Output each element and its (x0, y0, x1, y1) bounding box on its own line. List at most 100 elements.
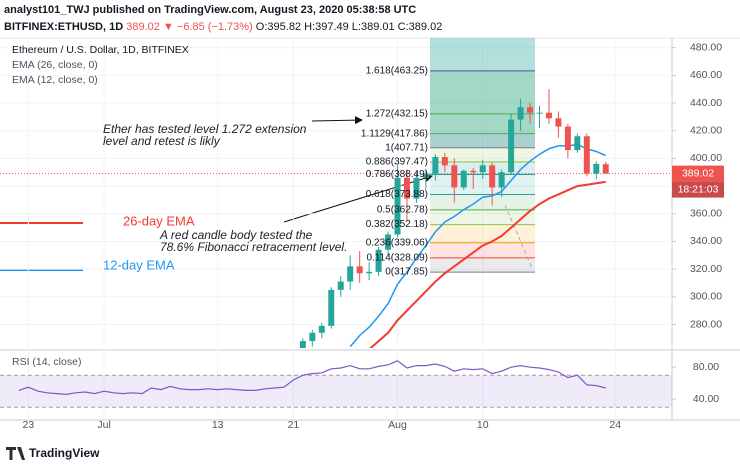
candle-body (489, 165, 496, 188)
candle-body (299, 341, 306, 348)
legend-title: Ethereum / U.S. Dollar, 1D, BITFINEX (12, 44, 189, 56)
candle-body (460, 170, 467, 188)
ema-line (369, 180, 606, 348)
candle-body (602, 164, 609, 174)
legend-entry: EMA (26, close, 0) (12, 59, 98, 71)
x-tick-label: 13 (212, 419, 224, 431)
x-tick-label: 10 (477, 419, 489, 431)
rsi-band (0, 375, 672, 408)
fib-label: 1(407.71) (385, 142, 428, 153)
logo (6, 447, 25, 460)
candle-body (403, 177, 410, 199)
annotation: 12-day EMA (103, 257, 175, 272)
candle-body (498, 172, 505, 188)
candle-body (508, 119, 515, 173)
countdown-tag (672, 181, 724, 198)
candle-body (432, 157, 439, 174)
candle-body (337, 281, 344, 290)
fib-band (430, 242, 535, 258)
fib-label: 0.886(397.47) (366, 157, 428, 168)
annotation: level and retest is likly (103, 134, 221, 148)
candle-body (527, 107, 534, 113)
candle-body (441, 157, 448, 166)
price-tag-label: 389.02 (682, 167, 714, 179)
fib-label: 0.382(352.18) (366, 219, 428, 230)
fib-label: 0.5(362.78) (377, 205, 428, 216)
rsi-title: RSI (14, close) (12, 356, 81, 368)
candle-body (318, 325, 325, 333)
candle-body (545, 112, 552, 119)
fib-label: 0.236(339.06) (366, 237, 428, 248)
footer-brand: TradingView (29, 446, 100, 460)
y-tick-label: 320.00 (690, 263, 722, 275)
fib-label: 0.786(388.49) (366, 169, 428, 180)
x-tick-label: 23 (23, 419, 35, 431)
candle-body (536, 112, 543, 114)
y-tick-label: 420.00 (690, 125, 722, 137)
x-tick-label: Aug (388, 419, 407, 431)
fib-label: 1.272(432.15) (366, 109, 428, 120)
y-tick-label: 280.00 (690, 318, 722, 330)
annotation: A red candle body tested the (159, 228, 313, 242)
fib-band (430, 70, 535, 114)
candle-body (564, 126, 571, 151)
annotation: 26-day EMA (123, 213, 195, 228)
candle-body (451, 165, 458, 188)
ohlc: O:395.82 H:397.49 L:389.01 C:389.02 (256, 21, 443, 33)
candle-body (394, 177, 401, 235)
rsi-pane (0, 360, 672, 408)
publisher: analyst101_TWJ published on TradingView.… (4, 4, 416, 16)
candle-body (309, 332, 316, 342)
y-tick-label: 300.00 (690, 291, 722, 303)
y-tick-label: 80.00 (693, 361, 719, 373)
price-tag (672, 165, 724, 182)
change: 389.02 ▼ −6.85 (−1.73%) (126, 21, 252, 33)
y-tick-label: 360.00 (690, 208, 722, 220)
candle-body (479, 165, 486, 173)
symbol: BITFINEX:ETHUSD, 1D (4, 21, 123, 33)
rsi-line (18, 360, 606, 396)
candle-body (574, 136, 581, 151)
candle-body (356, 266, 363, 274)
x-tick-label: Jul (97, 419, 110, 431)
candle-body (413, 177, 420, 199)
y-tick-label: 340.00 (690, 235, 722, 247)
y-tick-label: 40.00 (693, 393, 719, 405)
candle-body (555, 118, 562, 127)
x-tick-label: 24 (609, 419, 621, 431)
dashed-path (504, 204, 533, 269)
ema-line (349, 143, 606, 348)
fib-label: 1.618(463.25) (366, 66, 428, 77)
candle-body (347, 266, 354, 282)
candle-body (422, 173, 429, 178)
y-tick-label: 400.00 (690, 152, 722, 164)
candle-body (517, 107, 524, 120)
fib-label: 0.618(373.88) (366, 189, 428, 200)
candle-body (375, 249, 382, 272)
candle-body (583, 136, 590, 174)
fib-band (430, 133, 535, 148)
price-pane (0, 38, 672, 348)
fib-band (430, 257, 535, 273)
candle-body (385, 234, 392, 250)
arrow (311, 116, 363, 125)
fib-band (430, 194, 535, 210)
position-box (430, 38, 535, 148)
y-tick-label: 460.00 (690, 69, 722, 81)
countdown: 18:21:03 (678, 183, 719, 195)
candle-body (593, 163, 600, 174)
y-tick-label: 480.00 (690, 41, 722, 53)
candle-body (328, 289, 335, 326)
symbol-line: BITFINEX:ETHUSD, 1D 389.02 ▼ −6.85 (−1.7… (4, 21, 442, 33)
annotation: 78.6% Fibonacci retracement level. (160, 240, 347, 254)
x-tick-label: 21 (288, 419, 300, 431)
y-tick-label: 440.00 (690, 97, 722, 109)
fib-label: 1.1129(417.86) (361, 128, 428, 139)
candle-body (470, 170, 477, 173)
fib-label: 0.114(328.09) (366, 253, 428, 264)
footer-bar (0, 440, 740, 469)
legend-entry: EMA (12, close, 0) (12, 74, 98, 86)
annotation: Ether has tested level 1.272 extension (103, 122, 307, 136)
